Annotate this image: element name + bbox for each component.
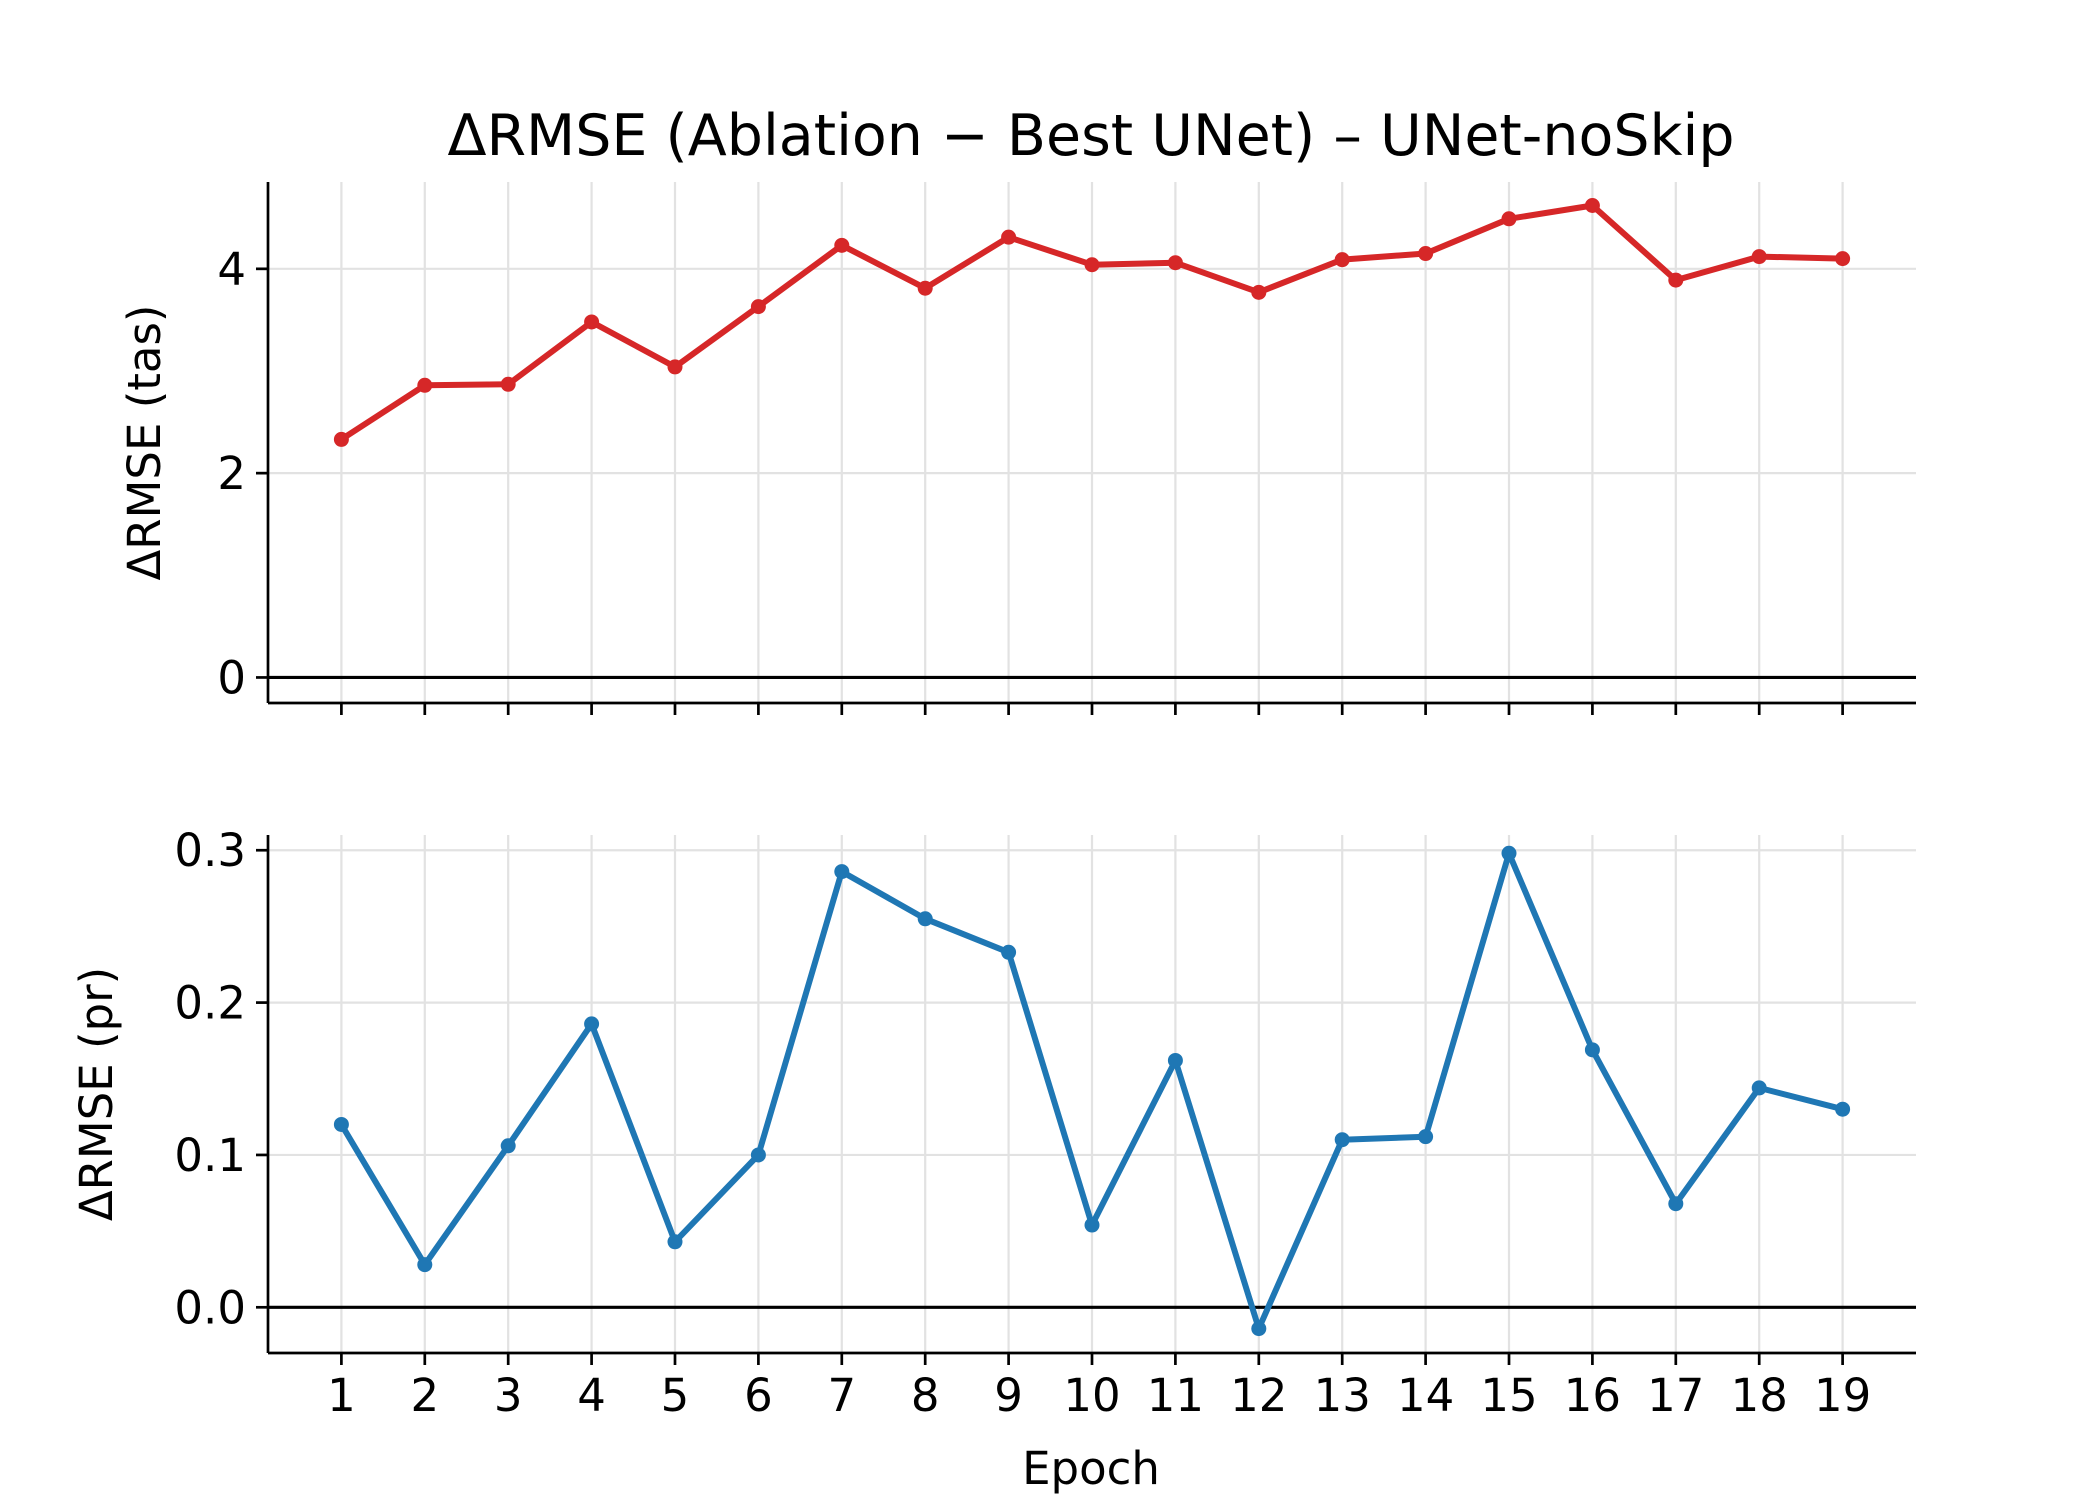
x-tick-label: 18 [1731, 1369, 1788, 1422]
x-tick-label: 6 [744, 1369, 773, 1422]
y-tick-label: 0.0 [174, 1281, 246, 1334]
x-tick-label: 2 [410, 1369, 439, 1422]
y-tick-label: 0.1 [174, 1129, 246, 1182]
x-tick-label: 5 [661, 1369, 690, 1422]
data-point-pr [1334, 1132, 1350, 1148]
y-tick-label: 0.3 [174, 824, 246, 877]
data-point-tas [1334, 252, 1350, 268]
x-tick-label: 15 [1480, 1369, 1537, 1422]
x-tick-label: 19 [1814, 1369, 1871, 1422]
x-tick-label: 17 [1647, 1369, 1704, 1422]
data-point-tas [1251, 284, 1267, 300]
data-point-tas [584, 314, 600, 330]
y-tick-label: 2 [217, 447, 246, 500]
chart-title: ΔRMSE (Ablation − Best UNet) – UNet-noSk… [447, 103, 1734, 169]
x-tick-label: 3 [494, 1369, 523, 1422]
x-tick-label: 10 [1063, 1369, 1120, 1422]
x-tick-label: 9 [994, 1369, 1023, 1422]
data-point-tas [1584, 197, 1600, 213]
data-point-pr [417, 1257, 433, 1273]
x-axis-label: Epoch [1022, 1442, 1160, 1495]
data-point-tas [1668, 272, 1684, 288]
data-point-tas [750, 299, 766, 315]
x-tick-label: 16 [1564, 1369, 1621, 1422]
data-point-pr [1501, 845, 1517, 861]
data-point-pr [1167, 1052, 1183, 1068]
data-point-tas [333, 431, 349, 447]
x-tick-label: 11 [1147, 1369, 1204, 1422]
data-point-pr [584, 1016, 600, 1032]
data-point-pr [1751, 1080, 1767, 1096]
data-point-tas [1001, 229, 1017, 245]
data-point-pr [750, 1147, 766, 1163]
x-tick-label: 4 [577, 1369, 606, 1422]
data-point-tas [1167, 255, 1183, 271]
y-tick-label: 0 [217, 651, 246, 704]
x-tick-label: 1 [327, 1369, 356, 1422]
x-tick-label: 12 [1230, 1369, 1287, 1422]
y-tick-label: 0.2 [174, 977, 246, 1030]
x-tick-label: 14 [1397, 1369, 1454, 1422]
data-point-pr [834, 864, 850, 880]
y-axis-label-tas: ΔRMSE (tas) [118, 305, 171, 581]
bottom-panel-pr: 1 2 3 4 5 6 7 8 9 10 11 12 13 14 15 16 17 18 190.00.10.20.… [70, 824, 1916, 1422]
y-tick-label: 4 [217, 243, 246, 296]
y-axis-label-pr: ΔRMSE (pr) [70, 967, 123, 1221]
data-point-pr [1584, 1042, 1600, 1058]
data-point-tas [1501, 211, 1517, 227]
x-tick-label: 8 [911, 1369, 940, 1422]
data-point-tas [917, 280, 933, 296]
data-point-pr [1418, 1129, 1434, 1145]
data-point-pr [1001, 944, 1017, 960]
data-point-tas [834, 237, 850, 253]
x-tick-label: 13 [1314, 1369, 1371, 1422]
x-tick-label: 7 [827, 1369, 856, 1422]
data-point-pr [1835, 1101, 1851, 1117]
data-point-pr [500, 1138, 516, 1154]
data-point-pr [333, 1116, 349, 1132]
data-point-tas [417, 377, 433, 393]
data-point-tas [500, 376, 516, 392]
data-point-tas [1751, 249, 1767, 265]
data-point-pr [917, 911, 933, 927]
data-point-tas [1084, 257, 1100, 273]
data-point-pr [1084, 1217, 1100, 1233]
data-point-pr [1251, 1321, 1267, 1337]
data-point-tas [1418, 246, 1434, 262]
data-point-pr [1668, 1196, 1684, 1212]
data-point-tas [667, 359, 683, 375]
top-panel-tas: 0 2 4 ΔRMSE (tas) [118, 182, 1916, 715]
data-point-pr [667, 1234, 683, 1250]
data-point-tas [1835, 251, 1851, 267]
